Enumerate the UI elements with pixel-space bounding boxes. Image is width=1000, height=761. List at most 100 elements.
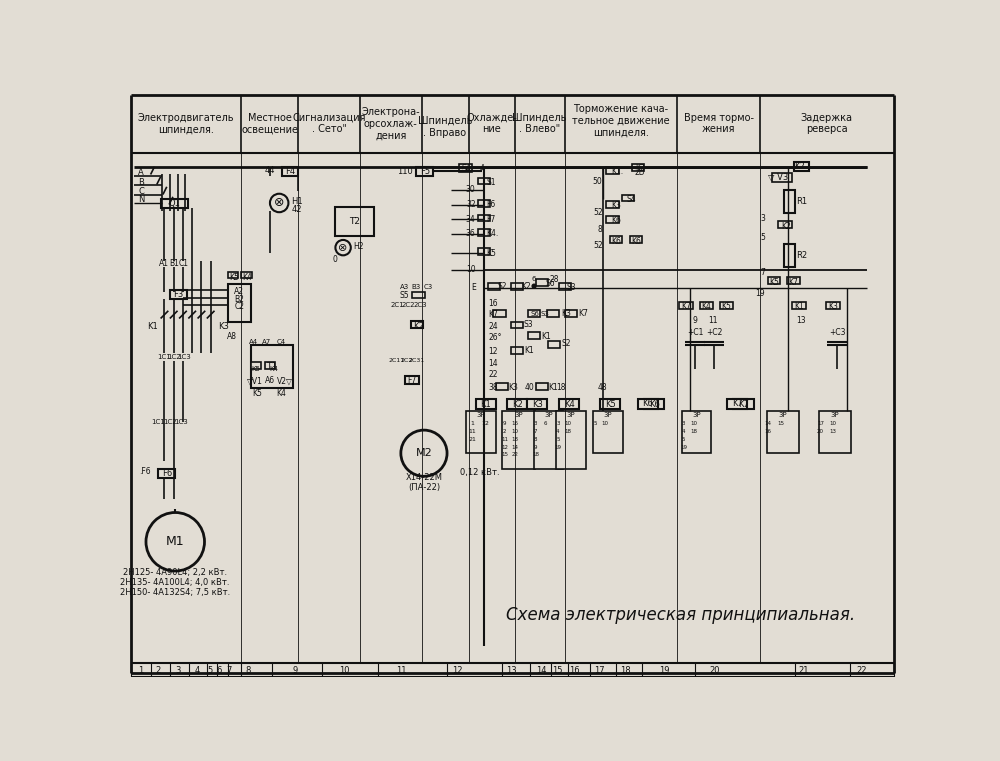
Text: V2▽: V2▽	[277, 377, 293, 385]
Text: A4: A4	[248, 339, 258, 345]
Text: K5: K5	[486, 249, 496, 257]
Text: 36: 36	[466, 229, 476, 238]
Text: K7: K7	[738, 400, 749, 409]
Bar	[768, 277, 780, 284]
Text: K1: K1	[148, 322, 158, 331]
Text: C4: C4	[277, 339, 286, 345]
Text: 3P: 3P	[477, 412, 485, 418]
Text: K2: K2	[636, 164, 645, 173]
Text: 17: 17	[817, 422, 824, 426]
Bar	[511, 322, 523, 329]
Text: 10: 10	[829, 422, 836, 426]
Text: S6: S6	[531, 310, 540, 317]
Text: H2: H2	[353, 241, 364, 250]
Text: Охлажде-
ние: Охлажде- ние	[466, 113, 517, 135]
Bar	[534, 411, 563, 469]
Text: 2D: 2D	[634, 167, 645, 177]
Text: A7: A7	[261, 339, 271, 345]
Text: N: N	[138, 195, 145, 204]
Bar	[478, 229, 490, 236]
Text: F4: F4	[285, 167, 295, 176]
Text: 9: 9	[503, 422, 507, 426]
Bar	[478, 177, 490, 184]
Text: 7: 7	[760, 268, 765, 277]
Bar	[600, 400, 620, 409]
Text: 8: 8	[598, 225, 603, 234]
Text: C2: C2	[234, 302, 244, 311]
Text: 26°: 26°	[489, 333, 502, 342]
Text: 8: 8	[246, 666, 251, 675]
Text: K7: K7	[788, 278, 798, 287]
Text: Задержка
реверса: Задержка реверса	[801, 113, 853, 135]
Text: 12: 12	[482, 422, 489, 426]
Text: 5: 5	[682, 437, 685, 442]
Text: K4.: K4.	[486, 229, 499, 238]
Text: 11: 11	[708, 317, 717, 325]
Text: 3: 3	[556, 422, 560, 426]
Text: 5: 5	[207, 666, 213, 675]
Text: 18: 18	[511, 437, 518, 442]
Text: S3: S3	[540, 310, 549, 317]
Text: 4: 4	[194, 666, 199, 675]
Bar	[228, 272, 238, 279]
Text: K7: K7	[578, 310, 588, 318]
Text: 6: 6	[216, 666, 222, 675]
Text: K7: K7	[682, 302, 691, 311]
Text: 0: 0	[333, 256, 338, 265]
Text: Х14-22М
(ПА-22): Х14-22М (ПА-22)	[405, 473, 442, 492]
Text: K2: K2	[522, 282, 531, 291]
Bar	[265, 362, 275, 368]
Text: S1: S1	[486, 177, 496, 186]
Text: 22: 22	[511, 452, 518, 457]
Text: 16: 16	[765, 429, 772, 435]
Text: 38: 38	[489, 384, 498, 392]
Text: 110: 110	[397, 167, 413, 176]
Text: 2C3: 2C3	[413, 302, 427, 308]
Text: K5: K5	[605, 400, 616, 409]
Text: K3: K3	[611, 201, 621, 210]
Text: 2: 2	[156, 666, 161, 675]
Text: K5: K5	[252, 365, 261, 371]
Bar	[559, 283, 571, 290]
Text: K2: K2	[413, 322, 424, 331]
Text: K6: K6	[643, 400, 653, 409]
Text: 7: 7	[534, 429, 537, 435]
Text: B2: B2	[234, 295, 244, 304]
Text: 9: 9	[534, 444, 537, 450]
Text: 4: 4	[556, 429, 560, 435]
Circle shape	[532, 284, 536, 288]
Text: K3: K3	[532, 400, 543, 409]
Bar	[682, 411, 711, 454]
Text: F5: F5	[420, 167, 430, 176]
Text: 18: 18	[556, 384, 566, 392]
Text: 18: 18	[532, 452, 539, 457]
Text: ▽ V3: ▽ V3	[768, 173, 788, 182]
Text: T1: T1	[266, 362, 277, 371]
Bar	[416, 167, 433, 176]
Text: 6: 6	[544, 422, 547, 426]
Bar	[528, 333, 540, 339]
Text: K3: K3	[218, 322, 229, 331]
Bar	[459, 164, 472, 172]
Text: 14: 14	[511, 444, 518, 450]
Text: 10: 10	[690, 422, 697, 426]
Bar	[241, 272, 252, 279]
Text: 1C2: 1C2	[167, 354, 181, 360]
Text: 17: 17	[594, 666, 605, 675]
Bar	[488, 283, 500, 290]
Text: 48: 48	[598, 384, 608, 392]
Text: 2C11: 2C11	[389, 358, 405, 363]
Text: 22: 22	[856, 666, 867, 675]
Text: 11: 11	[396, 666, 406, 675]
Bar	[610, 236, 622, 243]
Text: 2C2: 2C2	[402, 302, 415, 308]
Text: 21: 21	[469, 437, 476, 442]
Text: K2: K2	[794, 162, 805, 171]
Text: 19: 19	[680, 444, 687, 450]
Text: K3: K3	[508, 383, 518, 391]
Bar	[794, 162, 809, 171]
Bar	[536, 279, 548, 286]
Text: 9: 9	[293, 666, 298, 675]
Text: K7: K7	[489, 310, 499, 319]
Text: 7: 7	[226, 666, 232, 675]
